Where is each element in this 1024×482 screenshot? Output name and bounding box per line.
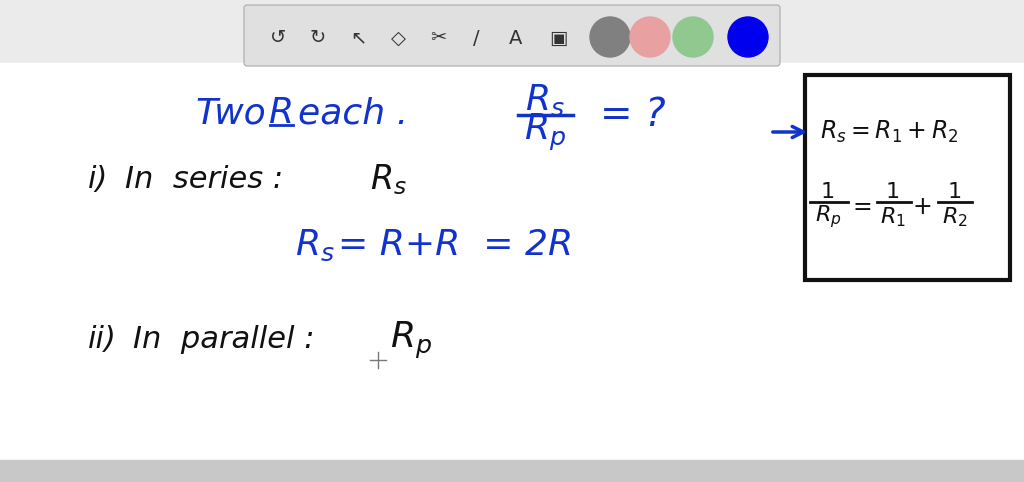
Text: $R_2$: $R_2$ <box>942 205 968 229</box>
Text: ◇: ◇ <box>390 28 406 48</box>
Text: $R_s = R_1 + R_2$: $R_s = R_1 + R_2$ <box>820 119 958 145</box>
Text: /: / <box>473 28 479 48</box>
Text: =: = <box>852 195 871 219</box>
Text: $R_s$: $R_s$ <box>525 82 565 118</box>
Text: $R_p$: $R_p$ <box>524 111 566 152</box>
Text: In  parallel :: In parallel : <box>133 325 334 354</box>
Text: $R_1$: $R_1$ <box>880 205 906 229</box>
Circle shape <box>673 17 713 57</box>
Text: ii): ii) <box>88 325 117 354</box>
Text: ▣: ▣ <box>549 28 567 48</box>
Bar <box>0 63 1024 463</box>
Text: each .: each . <box>298 96 409 130</box>
Text: Two: Two <box>195 96 266 130</box>
Text: $R_p$: $R_p$ <box>390 320 432 361</box>
Circle shape <box>728 17 768 57</box>
Text: A: A <box>509 28 522 48</box>
Text: ↖: ↖ <box>350 28 367 48</box>
Text: i): i) <box>88 165 109 195</box>
Text: R: R <box>268 96 293 130</box>
Text: $R_s$: $R_s$ <box>370 162 407 197</box>
Text: = R+R  = 2R: = R+R = 2R <box>338 228 573 262</box>
Text: = ?: = ? <box>600 96 666 134</box>
Text: In  series :: In series : <box>125 165 303 195</box>
Bar <box>805 75 1010 280</box>
Circle shape <box>630 17 670 57</box>
Text: ✂: ✂ <box>430 28 446 48</box>
Text: $R_p$: $R_p$ <box>815 203 842 230</box>
Text: +: + <box>912 195 932 219</box>
Text: 1: 1 <box>821 182 835 202</box>
Text: 1: 1 <box>948 182 963 202</box>
Text: 1: 1 <box>886 182 900 202</box>
Text: ↺: ↺ <box>269 28 286 48</box>
Circle shape <box>590 17 630 57</box>
FancyBboxPatch shape <box>244 5 780 66</box>
Text: ↻: ↻ <box>310 28 327 48</box>
Text: $R_s$: $R_s$ <box>295 228 335 263</box>
Bar <box>0 460 1024 482</box>
